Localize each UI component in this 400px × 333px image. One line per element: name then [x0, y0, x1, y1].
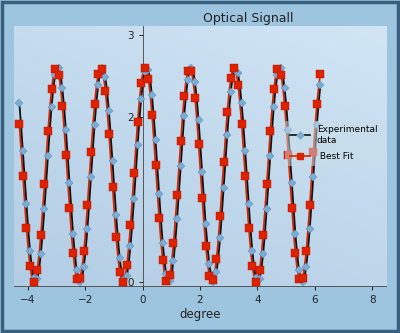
Legend: Experimental
data,  Best Fit: Experimental data, Best Fit: [285, 121, 382, 166]
Text: Optical Signall: Optical Signall: [203, 12, 293, 25]
X-axis label: degree: degree: [179, 308, 221, 321]
